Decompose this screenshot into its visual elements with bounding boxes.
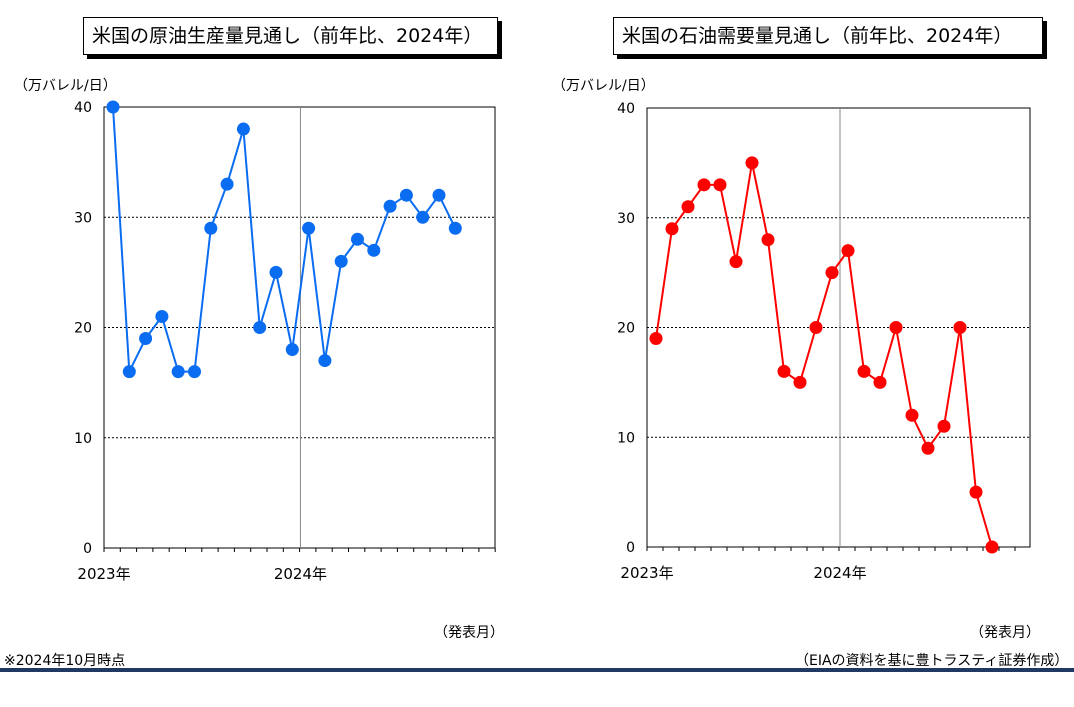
y-tick-label: 0 — [83, 541, 92, 557]
data-point — [220, 177, 234, 191]
data-point — [204, 221, 218, 235]
data-point — [745, 156, 759, 170]
data-point — [236, 122, 250, 136]
y-tick-label: 40 — [617, 101, 635, 117]
data-point — [649, 331, 663, 345]
x-tick-label: 2024年 — [813, 564, 866, 582]
data-point — [841, 244, 855, 258]
series-line — [655, 162, 993, 548]
data-point — [905, 408, 919, 422]
chart-title-left: 米国の原油生産量見通し（前年比、2024年） — [83, 17, 498, 55]
y-unit-label-left: （万バレル/日） — [14, 78, 117, 94]
data-point — [921, 441, 935, 455]
data-point — [188, 365, 201, 379]
data-point — [383, 199, 397, 213]
x-tick-label: 2023年 — [77, 565, 130, 583]
y-tick-label: 20 — [74, 321, 92, 337]
data-point — [285, 343, 299, 357]
data-point — [729, 255, 743, 269]
data-point — [777, 364, 791, 378]
data-point — [351, 232, 364, 246]
data-point — [937, 419, 951, 433]
data-point — [448, 221, 462, 235]
data-point — [106, 100, 120, 114]
data-point — [697, 178, 711, 192]
x-tick-label: 2024年 — [274, 565, 327, 583]
data-point — [334, 254, 348, 268]
data-point — [171, 365, 185, 379]
oil-demand-chart: 0 10 20 30 40 2023年 2024年 — [617, 101, 1031, 582]
data-point — [985, 540, 999, 554]
data-point — [122, 365, 136, 379]
data-point — [253, 321, 267, 334]
y-tick-label: 20 — [617, 321, 635, 337]
bottom-rule — [0, 668, 1074, 672]
data-point — [269, 265, 283, 279]
data-point — [857, 364, 871, 378]
data-point — [889, 321, 903, 334]
data-point — [761, 233, 775, 247]
data-point — [318, 354, 332, 368]
data-point — [713, 178, 727, 192]
data-point — [416, 210, 430, 224]
data-point — [873, 375, 887, 389]
y-tick-label: 10 — [74, 431, 92, 447]
data-point — [367, 243, 381, 257]
x-tick-label: 2023年 — [620, 564, 673, 582]
data-point — [809, 321, 823, 334]
y-tick-label: 0 — [626, 540, 635, 556]
data-point — [432, 188, 446, 202]
y-tick-label: 30 — [617, 211, 635, 227]
data-point — [139, 332, 153, 346]
data-point — [155, 309, 169, 323]
y-tick-label: 40 — [74, 100, 92, 116]
x-unit-label-right: （発表月） — [970, 625, 1040, 641]
series-line — [112, 106, 457, 376]
y-tick-label: 10 — [617, 430, 635, 446]
data-point — [302, 221, 316, 235]
crude-production-chart: 0 10 20 30 40 2023年 2024年 — [74, 100, 496, 583]
source-credit-note: （EIAの資料を基に豊トラスティ証券作成） — [795, 653, 1069, 669]
chart-title-right: 米国の石油需要量見通し（前年比、2024年） — [613, 17, 1043, 55]
source-date-note: ※2024年10月時点 — [4, 653, 126, 669]
data-point — [399, 188, 413, 202]
data-point — [665, 222, 679, 236]
x-unit-label-left: （発表月） — [434, 625, 504, 641]
data-point — [825, 266, 839, 280]
y-tick-label: 30 — [74, 210, 92, 226]
y-unit-label-right: （万バレル/日） — [552, 78, 655, 94]
data-point — [969, 485, 983, 499]
data-point — [793, 375, 807, 389]
data-point — [953, 321, 967, 334]
data-point — [681, 200, 695, 214]
